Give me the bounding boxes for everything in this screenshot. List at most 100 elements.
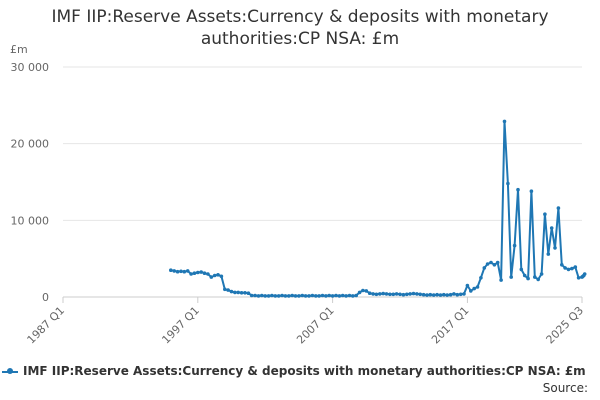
data-point[interactable] [415, 292, 419, 296]
data-point[interactable] [290, 293, 295, 298]
data-point[interactable] [196, 270, 200, 275]
data-point[interactable] [357, 290, 362, 295]
data-point[interactable] [172, 269, 176, 273]
data-point[interactable] [209, 275, 214, 279]
data-point[interactable] [509, 275, 513, 279]
data-point[interactable] [303, 294, 308, 298]
data-point[interactable] [327, 293, 332, 298]
data-point[interactable] [502, 119, 507, 124]
data-point[interactable] [361, 288, 365, 293]
data-point[interactable] [273, 294, 278, 298]
data-point[interactable] [418, 292, 423, 297]
data-point[interactable] [233, 290, 237, 295]
data-point[interactable] [573, 265, 578, 269]
data-point[interactable] [212, 273, 217, 278]
data-point[interactable] [553, 246, 557, 250]
data-point[interactable] [185, 269, 190, 273]
data-point[interactable] [287, 294, 291, 298]
data-point[interactable] [499, 278, 503, 282]
data-point[interactable] [371, 292, 375, 296]
data-point[interactable] [334, 293, 338, 298]
data-point[interactable] [398, 292, 402, 297]
data-point[interactable] [452, 292, 456, 296]
data-point[interactable] [512, 243, 517, 248]
data-point[interactable] [169, 268, 173, 273]
data-point[interactable] [324, 294, 328, 298]
data-point[interactable] [445, 293, 450, 297]
data-point[interactable] [442, 292, 446, 297]
data-point[interactable] [560, 263, 564, 267]
data-point[interactable] [340, 293, 345, 298]
data-point[interactable] [394, 292, 399, 296]
data-point[interactable] [411, 291, 416, 296]
data-point[interactable] [347, 293, 352, 298]
data-point[interactable] [226, 288, 230, 292]
data-point[interactable] [256, 294, 261, 298]
data-point[interactable] [283, 294, 288, 298]
data-point[interactable] [216, 273, 220, 277]
data-point[interactable] [263, 294, 268, 298]
data-point[interactable] [354, 293, 359, 298]
data-point[interactable] [405, 292, 409, 297]
data-point[interactable] [320, 293, 325, 298]
data-point[interactable] [374, 292, 379, 297]
data-point[interactable] [384, 292, 389, 296]
data-point[interactable] [391, 292, 396, 297]
data-point[interactable] [539, 272, 544, 276]
data-point[interactable] [472, 286, 477, 291]
data-point[interactable] [239, 291, 244, 295]
data-point[interactable] [202, 271, 207, 276]
data-point[interactable] [330, 294, 335, 298]
data-point[interactable] [546, 252, 551, 256]
data-point[interactable] [367, 291, 372, 296]
data-point[interactable] [435, 292, 439, 297]
data-point[interactable] [243, 291, 247, 295]
data-point[interactable] [297, 294, 301, 298]
data-point[interactable] [337, 294, 342, 298]
data-point[interactable] [280, 293, 284, 298]
data-point[interactable] [533, 275, 537, 279]
data-point[interactable] [364, 289, 369, 293]
data-point[interactable] [276, 294, 281, 298]
data-point[interactable] [485, 262, 490, 266]
data-point[interactable] [495, 260, 500, 265]
data-point[interactable] [253, 293, 257, 298]
data-point[interactable] [428, 292, 433, 297]
data-point[interactable] [175, 269, 180, 274]
data-point[interactable] [249, 293, 254, 298]
data-point[interactable] [317, 294, 321, 298]
data-point[interactable] [465, 283, 470, 288]
data-point[interactable] [482, 266, 487, 270]
data-point[interactable] [582, 272, 587, 276]
data-point[interactable] [351, 294, 355, 298]
data-point[interactable] [421, 292, 426, 297]
data-point[interactable] [475, 285, 480, 289]
data-point[interactable] [378, 292, 382, 296]
data-point[interactable] [425, 293, 429, 297]
data-point[interactable] [381, 291, 386, 296]
data-point[interactable] [549, 226, 554, 230]
data-point[interactable] [526, 276, 530, 281]
data-point[interactable] [492, 263, 497, 267]
data-point[interactable] [266, 294, 271, 298]
data-point[interactable] [401, 292, 406, 297]
data-point[interactable] [408, 292, 412, 296]
data-point[interactable] [219, 274, 224, 279]
data-point[interactable] [236, 290, 240, 295]
data-point[interactable] [179, 269, 183, 274]
data-point[interactable] [570, 266, 574, 271]
data-point[interactable] [522, 273, 527, 278]
data-point[interactable] [300, 293, 305, 298]
data-point[interactable] [448, 292, 453, 297]
data-point[interactable] [310, 293, 315, 298]
data-point[interactable] [536, 277, 540, 282]
data-point[interactable] [576, 276, 581, 280]
data-point[interactable] [489, 260, 493, 265]
data-point[interactable] [189, 272, 193, 276]
data-point[interactable] [199, 270, 203, 274]
data-point[interactable] [516, 187, 520, 192]
data-point[interactable] [458, 292, 463, 297]
data-point[interactable] [529, 189, 534, 193]
data-point[interactable] [543, 212, 547, 216]
data-point[interactable] [438, 293, 443, 297]
